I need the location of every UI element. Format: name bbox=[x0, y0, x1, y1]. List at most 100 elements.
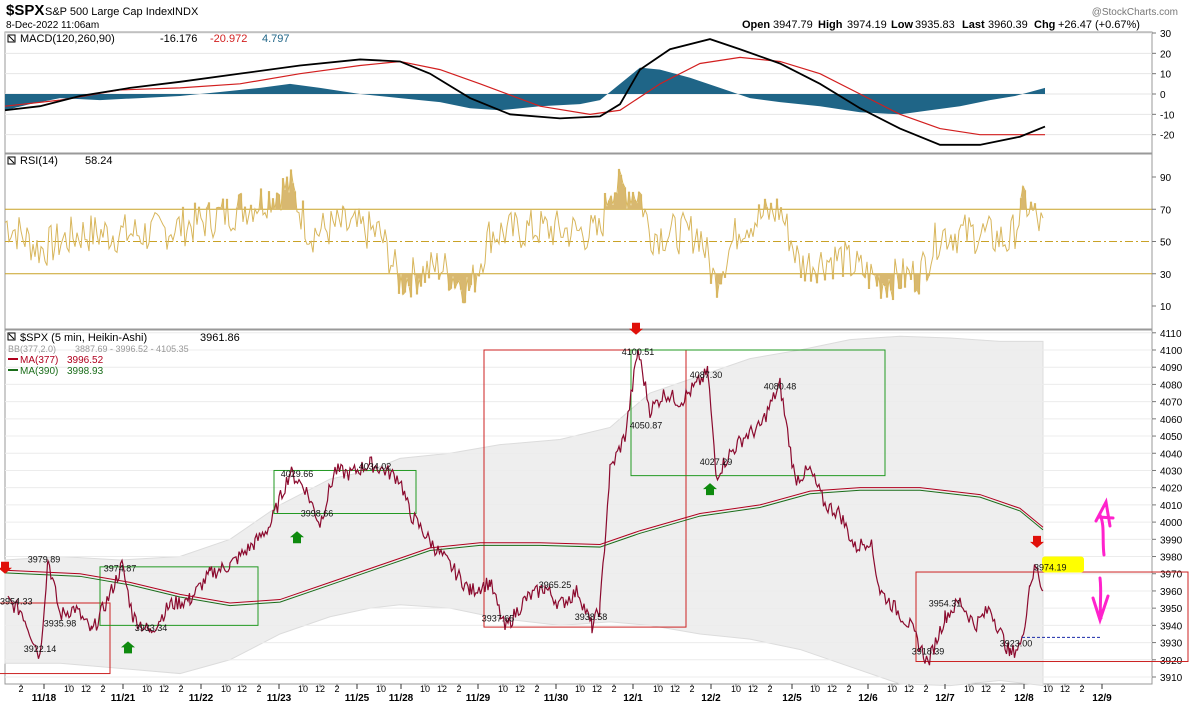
rsi-tick-label: 50 bbox=[1160, 238, 1172, 249]
last-label: Last bbox=[962, 19, 985, 31]
macd-legend-mark bbox=[8, 35, 15, 42]
price-tick-label: 4020 bbox=[1160, 484, 1183, 495]
price-legend-box bbox=[7, 332, 16, 341]
highlight-marker bbox=[1042, 556, 1084, 573]
high-value: 3974.19 bbox=[847, 19, 887, 31]
hour-tick-label: 10 bbox=[731, 684, 741, 694]
price-label: $SPX (5 min, Heikin-Ashi) bbox=[20, 332, 147, 344]
price-annotation: 3933.34 bbox=[135, 623, 168, 633]
rsi-legend-box bbox=[7, 156, 16, 165]
index-name: S&P 500 Large Cap Index bbox=[45, 6, 173, 18]
hour-tick-label: 12 bbox=[670, 684, 680, 694]
x-axis: 2 10 12 2 10 12 2 10 12 2 10 12 2 10 10 12 2 10 12 2 10 12 2 10… bbox=[18, 684, 1112, 704]
last-value: 3960.39 bbox=[988, 19, 1028, 31]
date-tick-label: 11/21 bbox=[111, 693, 136, 702]
date-tick-label: 11/23 bbox=[267, 693, 292, 702]
hour-tick-label: 2 bbox=[923, 684, 928, 694]
hour-tick-label: 10 bbox=[420, 684, 430, 694]
open-value: 3947.79 bbox=[773, 19, 813, 31]
macd-signal-value: -20.972 bbox=[210, 33, 247, 45]
high-label: High bbox=[818, 19, 843, 31]
date-tick-label: 12/7 bbox=[935, 693, 955, 702]
zone-box-2 bbox=[99, 566, 259, 626]
hour-tick-label: 2 bbox=[689, 684, 694, 694]
ma2-label: MA(390) bbox=[20, 366, 58, 377]
rsi-tick-label: 90 bbox=[1160, 173, 1172, 184]
watermark: @StockCharts.com bbox=[1092, 7, 1178, 18]
price-tick-label: 3960 bbox=[1160, 587, 1183, 598]
open-label: Open bbox=[742, 19, 770, 31]
price-tick-label: 3980 bbox=[1160, 553, 1183, 564]
rsi-legend: RSI(14) 58.24 bbox=[7, 155, 113, 167]
price-tick-label: 4040 bbox=[1160, 449, 1183, 460]
date-tick-label: 12/9 bbox=[1092, 693, 1112, 702]
price-annotation: 4050.87 bbox=[630, 421, 663, 431]
ohlc-readout: Open 3947.79 High 3974.19 Low 3935.83 La… bbox=[742, 19, 1140, 31]
hour-tick-label: 10 bbox=[964, 684, 974, 694]
zone-box-1 bbox=[0, 602, 111, 675]
date-tick-label: 11/18 bbox=[32, 693, 57, 702]
price-tick-label: 3970 bbox=[1160, 570, 1183, 581]
chg-value: +26.47 (+0.67%) bbox=[1058, 19, 1140, 31]
price-annotation: 3965.25 bbox=[539, 580, 572, 590]
price-annotation: 3979.89 bbox=[28, 555, 61, 565]
date-tick-label: 12/6 bbox=[858, 693, 878, 702]
hour-tick-label: 2 bbox=[334, 684, 339, 694]
price-tick-label: 4030 bbox=[1160, 466, 1183, 477]
rsi-tick-label: 70 bbox=[1160, 205, 1172, 216]
price-annotation: 4080.48 bbox=[764, 382, 797, 392]
price-annotation: 4027.29 bbox=[700, 457, 733, 467]
hour-tick-label: 10 bbox=[221, 684, 231, 694]
hour-tick-label: 12 bbox=[904, 684, 914, 694]
rsi-label: RSI(14) bbox=[20, 155, 58, 167]
magenta-down-arrow bbox=[1091, 576, 1110, 625]
buy-arrow-2 bbox=[290, 531, 304, 544]
price-tick-label: 4010 bbox=[1160, 501, 1183, 512]
price-annotation: 4034.02 bbox=[359, 462, 392, 472]
price-annotation: 3954.33 bbox=[0, 597, 33, 607]
rsi-panel: 90 70 50 30 10 bbox=[4, 168, 1172, 313]
hour-tick-label: 12 bbox=[1060, 684, 1070, 694]
macd-tick-label: 30 bbox=[1160, 29, 1172, 40]
hour-tick-label: 12 bbox=[827, 684, 837, 694]
price-tick-label: 4050 bbox=[1160, 432, 1183, 443]
hour-tick-label: 2 bbox=[18, 684, 23, 694]
date-tick-label: 11/30 bbox=[544, 693, 569, 702]
buy-arrow-1 bbox=[121, 641, 135, 654]
rsi-tick-label: 30 bbox=[1160, 270, 1172, 281]
date-tick-label: 12/2 bbox=[701, 693, 721, 702]
rsi-tick-label: 10 bbox=[1160, 302, 1172, 313]
macd-tick-label: 20 bbox=[1160, 49, 1172, 60]
ma1-value: 3996.52 bbox=[67, 355, 104, 366]
macd-legend: MACD(120,260,90) -16.176 -20.972 4.797 bbox=[7, 33, 290, 45]
price-tick-label: 4100 bbox=[1160, 346, 1183, 357]
macd-panel: 30 20 10 0 -10 -20 bbox=[4, 29, 1175, 146]
price-annotation: 3937.65 bbox=[482, 613, 515, 623]
price-tick-label: 3940 bbox=[1160, 621, 1183, 632]
price-tick-label: 4090 bbox=[1160, 363, 1183, 374]
hour-tick-label: 10 bbox=[376, 684, 386, 694]
zone-box-4 bbox=[483, 349, 687, 628]
bb-values: 3887.69 - 3996.52 - 4105.35 bbox=[75, 344, 189, 354]
macd-line bbox=[4, 38, 1046, 146]
hour-tick-label: 12 bbox=[315, 684, 325, 694]
date-tick-label: 11/28 bbox=[389, 693, 414, 702]
price-annotation: 3923.00 bbox=[1000, 639, 1033, 649]
price-annotation: 4087.30 bbox=[690, 370, 723, 380]
ma2-value: 3998.93 bbox=[67, 366, 104, 377]
macd-frame bbox=[4, 31, 1153, 154]
hour-tick-label: 2 bbox=[846, 684, 851, 694]
hour-tick-label: 10 bbox=[1043, 684, 1053, 694]
macd-tick-label: -10 bbox=[1160, 110, 1175, 121]
price-value: 3961.86 bbox=[200, 332, 240, 344]
hour-tick-label: 12 bbox=[515, 684, 525, 694]
price-tick-label: 4060 bbox=[1160, 415, 1183, 426]
hour-tick-label: 12 bbox=[159, 684, 169, 694]
price-annotation: 3938.58 bbox=[575, 612, 608, 622]
low-value: 3935.83 bbox=[915, 19, 955, 31]
hour-tick-label: 10 bbox=[142, 684, 152, 694]
hour-tick-label: 12 bbox=[592, 684, 602, 694]
hour-tick-label: 2 bbox=[100, 684, 105, 694]
macd-label: MACD(120,260,90) bbox=[20, 33, 115, 45]
date-tick-label: 12/8 bbox=[1014, 693, 1034, 702]
